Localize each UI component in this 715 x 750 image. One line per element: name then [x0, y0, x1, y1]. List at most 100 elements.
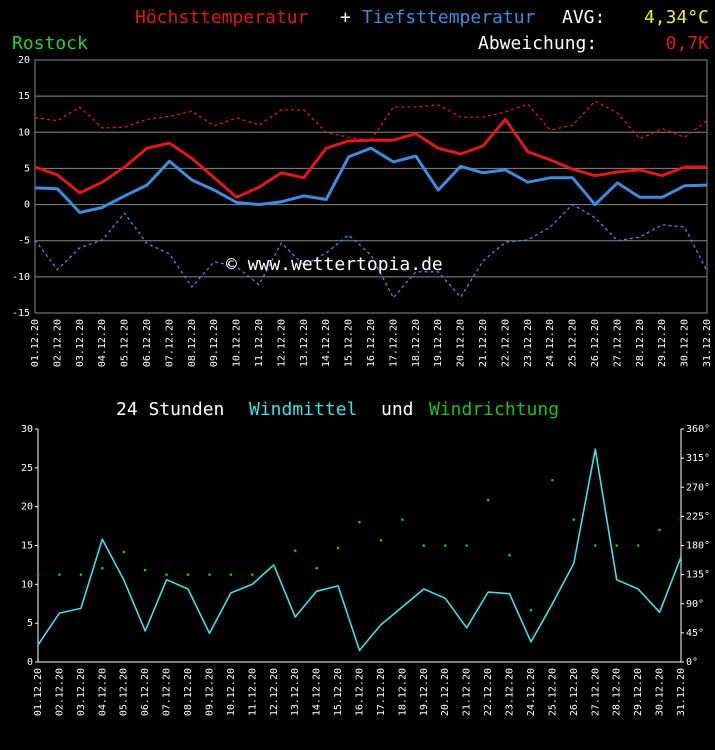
- x-tick-label: 15.12.20: [333, 668, 344, 716]
- direction-dot: [465, 544, 468, 547]
- x-tick-label: 09.12.20: [209, 319, 220, 367]
- x-tick-label: 01.12.20: [33, 668, 44, 716]
- y-tick-label: 10: [18, 127, 30, 138]
- x-tick-label: 07.12.20: [164, 319, 175, 367]
- x-tick-label: 18.12.20: [411, 319, 422, 367]
- x-tick-label: 22.12.20: [500, 319, 511, 367]
- x-tick-label: 16.12.20: [355, 668, 366, 716]
- series-line: [34, 146, 708, 214]
- x-tick-label: 02.12.20: [52, 319, 63, 367]
- x-tick-label: 29.12.20: [633, 668, 644, 716]
- x-tick-label: 10.12.20: [232, 319, 243, 367]
- x-tick-label: 14.12.20: [321, 319, 332, 367]
- x-tick-label: 21.12.20: [478, 319, 489, 367]
- direction-dot: [272, 564, 276, 568]
- x-tick-label: 10.12.20: [226, 668, 237, 716]
- x-tick-label: 02.12.20: [54, 668, 65, 716]
- x-tick-label: 31.12.20: [676, 668, 687, 716]
- direction-dot: [636, 544, 640, 547]
- x-tick-label: 15.12.20: [344, 319, 355, 367]
- x-tick-label: 23.12.20: [505, 668, 516, 716]
- x-tick-label: 18.12.20: [397, 668, 408, 716]
- y-tick-label: 25: [21, 463, 33, 474]
- legend-min: Tiefsttemperatur: [362, 7, 536, 28]
- x-tick-label: 16.12.20: [366, 319, 377, 367]
- direction-dot: [315, 566, 318, 570]
- direction-dot: [529, 608, 533, 612]
- x-tick-label: 31.12.20: [702, 319, 713, 367]
- y2-tick-label: 360°: [686, 424, 710, 435]
- y2-tick-label: 45°: [686, 628, 704, 639]
- x-tick-label: 21.12.20: [462, 668, 473, 716]
- x-tick-label: 13.12.20: [290, 668, 301, 716]
- y-tick-label: 30: [21, 424, 33, 435]
- y2-tick-label: 270°: [686, 482, 710, 493]
- x-tick-label: 05.12.20: [120, 319, 131, 367]
- direction-dot: [551, 478, 554, 482]
- x-tick-label: 27.12.20: [590, 668, 601, 716]
- direction-dot: [358, 520, 361, 524]
- direction-dot: [186, 573, 190, 576]
- x-tick-label: 24.12.20: [526, 668, 537, 716]
- watermark: © www.wettertopia.de: [226, 254, 443, 275]
- direction-dot: [79, 573, 83, 576]
- x-tick-label: 08.12.20: [187, 319, 198, 367]
- avg-value: 4,34°C: [644, 7, 709, 28]
- direction-dot: [401, 518, 404, 521]
- y-tick-label: 10: [21, 579, 33, 590]
- y2-tick-label: 0°: [686, 657, 698, 668]
- direction-dot: [293, 549, 297, 552]
- x-tick-label: 22.12.20: [483, 668, 494, 716]
- y-tick-label: 15: [21, 541, 33, 552]
- x-tick-label: 17.12.20: [376, 668, 387, 716]
- x-tick-label: 11.12.20: [247, 668, 258, 716]
- y-tick-label: -10: [12, 272, 30, 283]
- x-tick-label: 12.12.20: [276, 319, 287, 367]
- series-line: [34, 117, 707, 199]
- station: Rostock: [12, 33, 88, 54]
- x-tick-label: 20.12.20: [440, 668, 451, 716]
- direction-dot: [443, 544, 447, 547]
- deviation-value: 0,7K: [666, 33, 710, 54]
- x-tick-label: 19.12.20: [433, 319, 444, 367]
- x-tick-label: 26.12.20: [569, 668, 580, 716]
- y-tick-label: 5: [24, 163, 30, 174]
- y2-tick-label: 315°: [686, 453, 710, 464]
- x-tick-label: 30.12.20: [680, 319, 691, 367]
- x-tick-label: 23.12.20: [523, 319, 534, 367]
- series-line: [34, 203, 708, 299]
- y-tick-label: 0: [27, 657, 33, 668]
- x-tick-label: 28.12.20: [635, 319, 646, 367]
- x-tick-label: 07.12.20: [162, 668, 173, 716]
- x-tick-label: 03.12.20: [75, 319, 86, 367]
- x-tick-label: 11.12.20: [254, 319, 265, 367]
- avg-label: AVG:: [562, 7, 605, 28]
- y-tick-label: 15: [18, 91, 30, 102]
- x-tick-label: 01.12.20: [30, 319, 41, 367]
- title-joiner: und: [381, 399, 414, 420]
- direction-dot: [122, 550, 126, 554]
- y-tick-label: -5: [18, 236, 30, 247]
- direction-dot: [658, 528, 661, 532]
- x-tick-label: 13.12.20: [299, 319, 310, 367]
- y-tick-label: 5: [27, 618, 33, 629]
- title-prefix: 24 Stunden: [116, 399, 224, 420]
- title-direction: Windrichtung: [429, 399, 559, 420]
- y-tick-label: 20: [21, 502, 33, 513]
- x-tick-label: 29.12.20: [657, 319, 668, 367]
- x-tick-label: 04.12.20: [97, 668, 108, 716]
- y2-tick-label: 90°: [686, 599, 704, 610]
- x-tick-label: 24.12.20: [545, 319, 556, 367]
- x-tick-label: 27.12.20: [612, 319, 623, 367]
- x-tick-label: 06.12.20: [140, 668, 151, 716]
- direction-dot: [251, 573, 254, 576]
- direction-dot: [58, 573, 61, 576]
- x-tick-label: 04.12.20: [97, 319, 108, 367]
- y-tick-label: 20: [18, 55, 30, 66]
- x-tick-label: 17.12.20: [388, 319, 399, 367]
- direction-dot: [143, 568, 147, 572]
- direction-dot: [615, 544, 618, 547]
- x-tick-label: 09.12.20: [204, 668, 215, 716]
- y2-tick-label: 180°: [686, 541, 710, 552]
